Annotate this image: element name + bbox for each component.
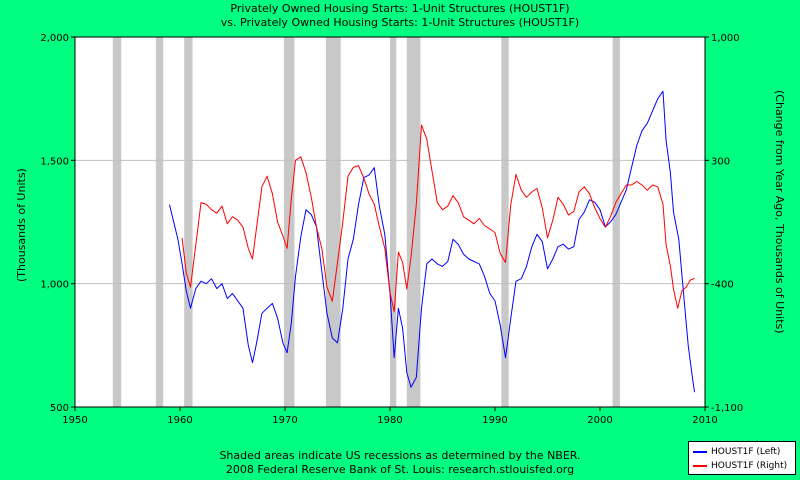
x-tick-label-4: 1990 [482,415,507,426]
recession-band-5 [390,37,397,407]
series-line-left [169,90,695,393]
recession-band-0 [112,37,122,407]
chart-title: Privately Owned Housing Starts: 1-Unit S… [230,2,570,15]
legend-label-left: HOUST1F (Left) [711,447,781,457]
y-left-tick-label-2: 1,500 [40,156,69,167]
x-tick-label-2: 1970 [272,415,297,426]
y-right-tick-label-3: 1,000 [711,33,740,44]
x-tick-label-6: 2010 [692,415,717,426]
x-tick-label-0: 1950 [62,415,87,426]
chart-subtitle: vs. Privately Owned Housing Starts: 1-Un… [220,16,580,29]
footer-note: Shaded areas indicate US recessions as d… [219,449,581,462]
y-axis-label-left: (Thousands of Units) [15,168,28,282]
y-left-tick-label-3: 2,000 [40,33,69,44]
y-right-tick-label-2: 300 [711,156,730,167]
recession-band-7 [501,37,509,407]
recession-band-8 [612,37,620,407]
y-right-tick-label-1: -400 [711,280,734,291]
y-right-tick-label-0: -1,100 [711,403,743,414]
legend: HOUST1F (Left) HOUST1F (Right) [688,441,796,475]
x-tick-label-1: 1960 [167,415,192,426]
x-tick-label-5: 2000 [587,415,612,426]
series-line-right [181,124,695,313]
recession-band-2 [184,37,193,407]
legend-swatch-red [693,464,707,467]
legend-label-right: HOUST1F (Right) [711,461,788,471]
legend-swatch-blue [693,450,707,453]
y-axis-label-right: (Change from Year Ago, Thousands of Unit… [773,90,786,334]
footer-source: 2008 Federal Reserve Bank of St. Louis: … [225,463,575,476]
y-left-tick-label-1: 1,000 [40,280,69,291]
recession-band-6 [406,37,421,407]
legend-item-right: HOUST1F (Right) [693,460,787,472]
recession-band-1 [155,37,164,407]
recession-band-4 [325,37,341,407]
x-tick-label-3: 1980 [377,415,402,426]
legend-item-left: HOUST1F (Left) [693,446,780,458]
y-left-tick-label-0: 500 [50,403,69,414]
